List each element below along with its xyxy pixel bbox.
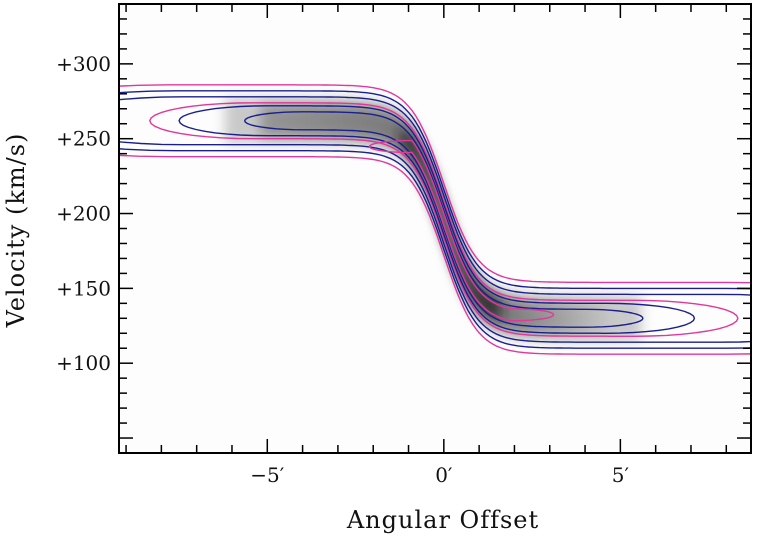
y-tick-label: +300 bbox=[56, 52, 111, 76]
x-tick-label: 5′ bbox=[612, 463, 630, 487]
contour-lines bbox=[119, 84, 751, 355]
contour-1 bbox=[119, 84, 751, 355]
x-tick-label: 0′ bbox=[435, 463, 453, 487]
y-axis-ticks: +100 +150 +200 +250 +300 bbox=[56, 3, 751, 454]
contour-7 bbox=[368, 139, 555, 322]
contour-4 bbox=[149, 102, 739, 337]
y-tick-label: +250 bbox=[56, 127, 111, 151]
contour-3 bbox=[119, 96, 751, 343]
contour-5 bbox=[178, 105, 696, 334]
x-axis-label: Angular Offset bbox=[346, 506, 539, 534]
x-tick-label: −5′ bbox=[250, 463, 284, 487]
y-tick-label: +100 bbox=[56, 351, 111, 375]
y-tick-label: +150 bbox=[56, 276, 111, 300]
emission-core bbox=[401, 126, 501, 321]
x-axis-ticks: −5′ 0′ 5′ bbox=[125, 4, 728, 487]
contour-6 bbox=[243, 111, 644, 328]
y-tick-label: +200 bbox=[56, 202, 111, 226]
contour-2 bbox=[119, 90, 751, 349]
y-axis-label: Velocity (km/s) bbox=[2, 133, 30, 329]
